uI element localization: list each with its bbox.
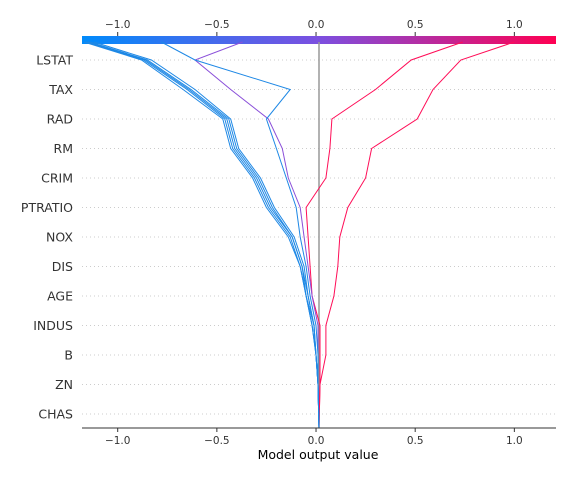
feature-label-ptratio: PTRATIO [21, 200, 73, 215]
colorbar-tick-label: 0.0 [308, 19, 325, 31]
feature-label-crim: CRIM [41, 171, 73, 186]
feature-label-tax: TAX [48, 82, 73, 97]
colorbar: −1.0 −0.5 0.0 0.5 1.0 [82, 19, 556, 44]
feature-label-nox: NOX [46, 230, 73, 245]
x-axis-title: Model output value [258, 447, 379, 462]
feature-label-lstat: LSTAT [36, 53, 73, 68]
feature-labels: LSTAT TAX RAD RM CRIM PTRATIO NOX DIS AGE INDUS BZ… [21, 53, 74, 422]
colorbar-tick-label: 1.0 [506, 19, 523, 31]
series-lines [83, 41, 515, 429]
feature-label-b: B [64, 348, 73, 363]
feature-label-indus: INDUS [33, 318, 73, 333]
colorbar-tick-label: −0.5 [204, 19, 230, 31]
feature-label-chas: CHAS [38, 407, 73, 422]
feature-label-rad: RAD [47, 112, 73, 127]
feature-label-rm: RM [54, 141, 73, 156]
x-tick-label: −1.0 [105, 435, 131, 447]
series-line-9 [83, 41, 320, 429]
feature-label-dis: DIS [52, 259, 73, 274]
colorbar-tick-label: 0.5 [407, 19, 424, 31]
x-tick-label: 1.0 [506, 435, 523, 447]
feature-label-age: AGE [47, 289, 73, 304]
series-line-6 [89, 41, 320, 429]
x-tick-label: −0.5 [204, 435, 230, 447]
feature-label-zn: ZN [55, 377, 73, 392]
x-tick-label: 0.0 [308, 435, 325, 447]
series-line-4 [161, 41, 320, 429]
series-line-2 [305, 41, 463, 429]
colorbar-gradient [82, 36, 556, 44]
x-tick-label: 0.5 [407, 435, 424, 447]
x-axis: −1.0 −0.5 0.0 0.5 1.0 [82, 427, 556, 447]
colorbar-tick-label: −1.0 [105, 19, 131, 31]
series-line-7 [87, 41, 320, 429]
series-line-5 [93, 41, 320, 429]
series-line-1 [318, 41, 515, 429]
